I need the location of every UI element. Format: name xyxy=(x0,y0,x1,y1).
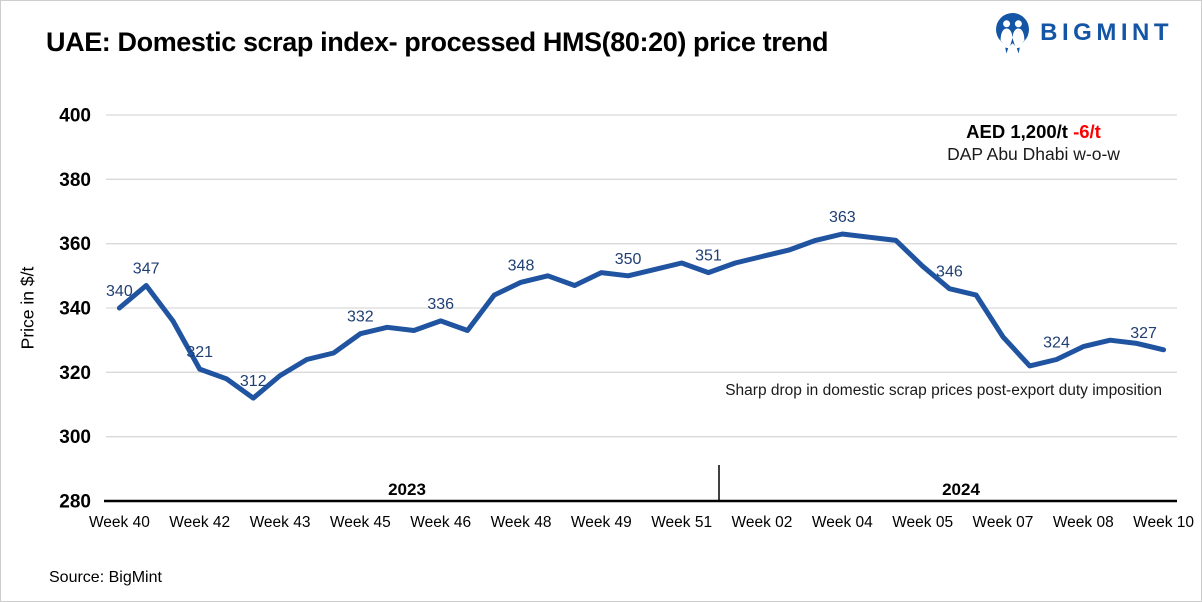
source-text: Source: BigMint xyxy=(49,569,162,586)
bigmint-logo-text: BIGMINT xyxy=(1040,19,1173,46)
data-label: 363 xyxy=(829,209,856,226)
x-tick-label: Week 51 xyxy=(651,514,712,531)
x-tick-label: Week 04 xyxy=(812,514,873,531)
x-tick-label: Week 43 xyxy=(250,514,311,531)
data-label: 340 xyxy=(106,283,133,300)
y-tick-label: 300 xyxy=(59,427,91,448)
y-tick-label: 320 xyxy=(59,363,91,384)
y-tick-label: 380 xyxy=(59,170,91,191)
x-tick-label: Week 45 xyxy=(330,514,391,531)
y-tick-label: 280 xyxy=(59,492,91,513)
price-annotation-main: AED 1,200/t xyxy=(966,121,1068,142)
x-tick-label: Week 08 xyxy=(1053,514,1114,531)
data-label: 324 xyxy=(1043,334,1070,351)
year-label-left: 2023 xyxy=(388,480,426,499)
data-label: 321 xyxy=(186,344,213,361)
data-label: 327 xyxy=(1130,325,1157,342)
bigmint-logo-icon xyxy=(996,13,1030,54)
data-label: 332 xyxy=(347,309,374,326)
x-tick-label: Week 05 xyxy=(892,514,953,531)
year-label-right: 2024 xyxy=(942,480,980,499)
y-tick-label: 400 xyxy=(59,106,91,127)
price-change-annotation: -6/t xyxy=(1073,121,1101,142)
x-tick-label: Week 42 xyxy=(169,514,230,531)
data-label: 336 xyxy=(427,296,454,313)
data-label: 312 xyxy=(240,373,267,390)
y-tick-label: 360 xyxy=(59,234,91,255)
x-tick-label: Week 40 xyxy=(89,514,150,531)
data-label: 351 xyxy=(695,248,722,265)
x-tick-label: Week 49 xyxy=(571,514,632,531)
x-tick-label: Week 46 xyxy=(410,514,471,531)
price-annotation-basis: DAP Abu Dhabi w-o-w xyxy=(947,144,1120,164)
data-label: 348 xyxy=(508,257,535,274)
data-label: 347 xyxy=(133,260,160,277)
page-title: UAE: Domestic scrap index- processed HMS… xyxy=(46,27,829,57)
x-tick-label: Week 07 xyxy=(973,514,1034,531)
x-tick-label: Week 10 xyxy=(1133,514,1194,531)
bigmint-logo: BIGMINT xyxy=(995,12,1173,54)
price-annotation: AED 1,200/t -6/t DAP Abu Dhabi w-o-w xyxy=(881,120,1186,166)
x-tick-label: Week 48 xyxy=(491,514,552,531)
data-label: 350 xyxy=(615,251,642,268)
y-tick-label: 340 xyxy=(59,299,91,320)
price-trend-line xyxy=(116,231,1167,401)
data-label: 346 xyxy=(936,264,963,281)
note-annotation: Sharp drop in domestic scrap prices post… xyxy=(725,382,1162,399)
x-tick-label: Week 02 xyxy=(732,514,793,531)
